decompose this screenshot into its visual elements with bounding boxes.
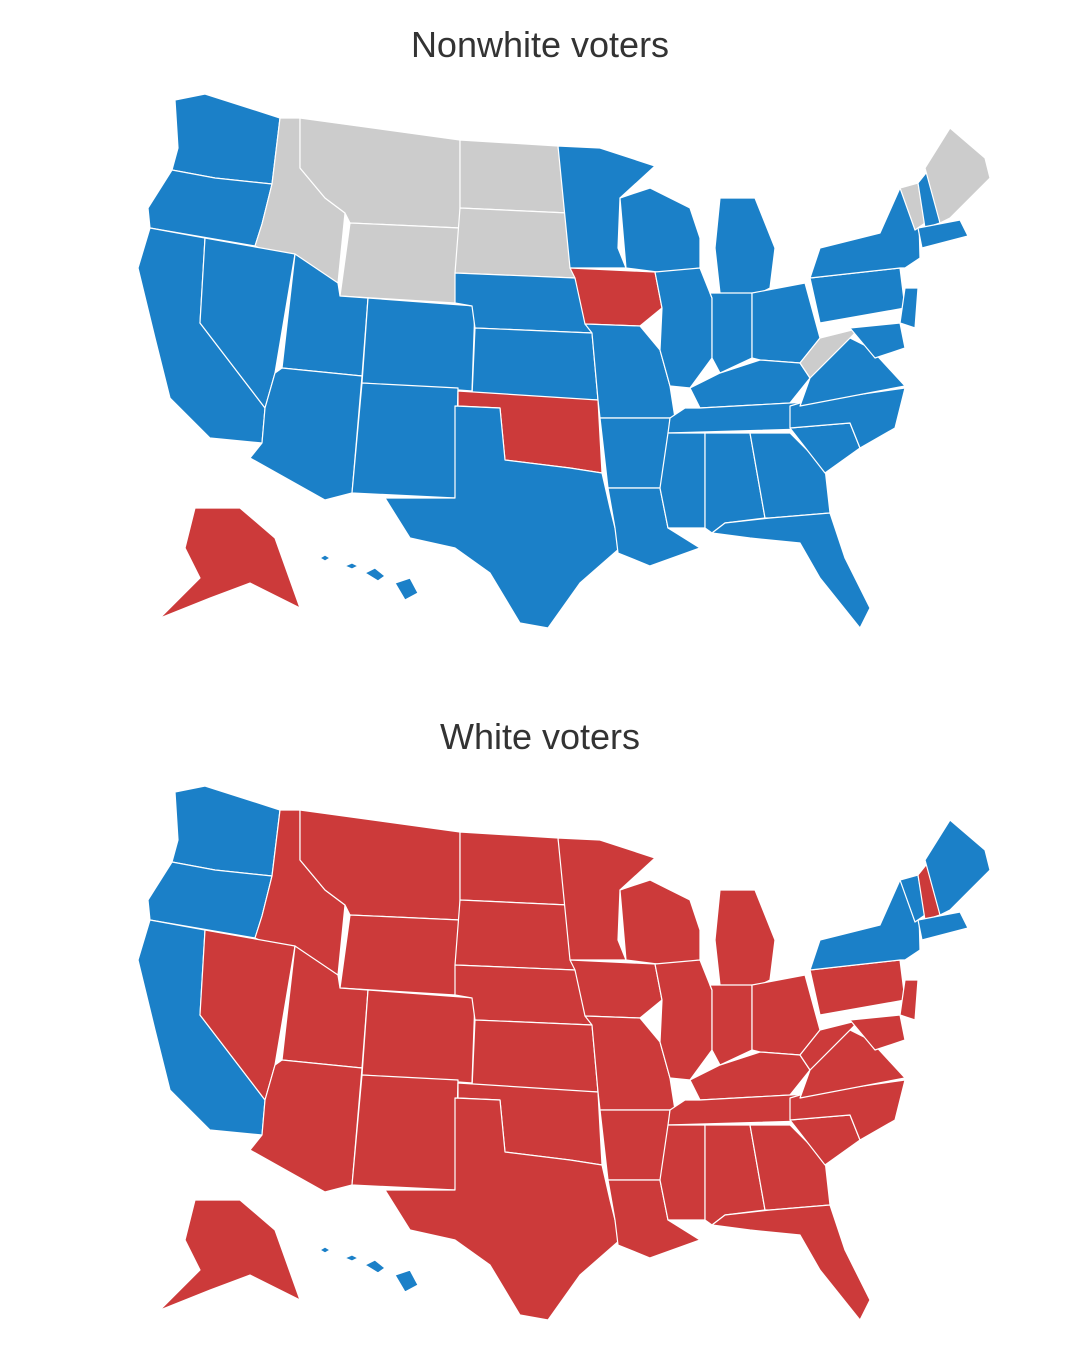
state-sd	[454, 899, 576, 971]
us-map-nonwhite	[137, 93, 991, 629]
state-in	[709, 292, 753, 374]
state-ia	[569, 267, 663, 327]
state-nm	[351, 1074, 459, 1191]
state-ms	[659, 1124, 706, 1221]
state-wy	[339, 914, 461, 996]
state-tx	[384, 405, 621, 629]
state-ma	[917, 911, 969, 941]
state-ks	[471, 1019, 599, 1093]
state-ar	[599, 417, 671, 489]
state-ak	[159, 1199, 301, 1311]
state-ny	[809, 182, 921, 279]
state-wy	[339, 222, 461, 304]
state-ma	[917, 219, 969, 249]
state-ny	[809, 874, 921, 971]
state-mi	[714, 889, 776, 991]
state-ar	[599, 1109, 671, 1181]
state-fl	[711, 1204, 871, 1321]
state-tx	[384, 1097, 621, 1321]
state-md	[849, 322, 906, 359]
state-ia	[569, 959, 663, 1019]
state-mi	[714, 197, 776, 299]
state-me	[924, 127, 991, 224]
state-nd	[459, 831, 569, 906]
state-sd	[454, 207, 576, 279]
map-title: White voters	[439, 716, 641, 757]
state-ks	[471, 327, 599, 401]
state-ky	[689, 359, 811, 409]
state-co	[361, 297, 476, 392]
state-ak	[159, 507, 301, 619]
map-title: Nonwhite voters	[410, 24, 670, 65]
state-hi	[319, 1246, 419, 1293]
state-ne	[454, 964, 593, 1026]
state-nm	[351, 382, 459, 499]
state-ky	[689, 1051, 811, 1101]
state-wa	[171, 785, 281, 877]
state-nj	[899, 287, 919, 329]
state-me	[924, 819, 991, 916]
state-wi	[619, 879, 701, 966]
state-wa	[171, 93, 281, 185]
state-fl	[711, 512, 871, 629]
state-co	[361, 989, 476, 1084]
state-nd	[459, 139, 569, 214]
state-wi	[619, 187, 701, 274]
state-in	[709, 984, 753, 1066]
state-nj	[899, 979, 919, 1021]
state-md	[849, 1014, 906, 1051]
state-ne	[454, 272, 593, 334]
state-ms	[659, 432, 706, 529]
state-hi	[319, 554, 419, 601]
us-map-white	[137, 785, 991, 1321]
